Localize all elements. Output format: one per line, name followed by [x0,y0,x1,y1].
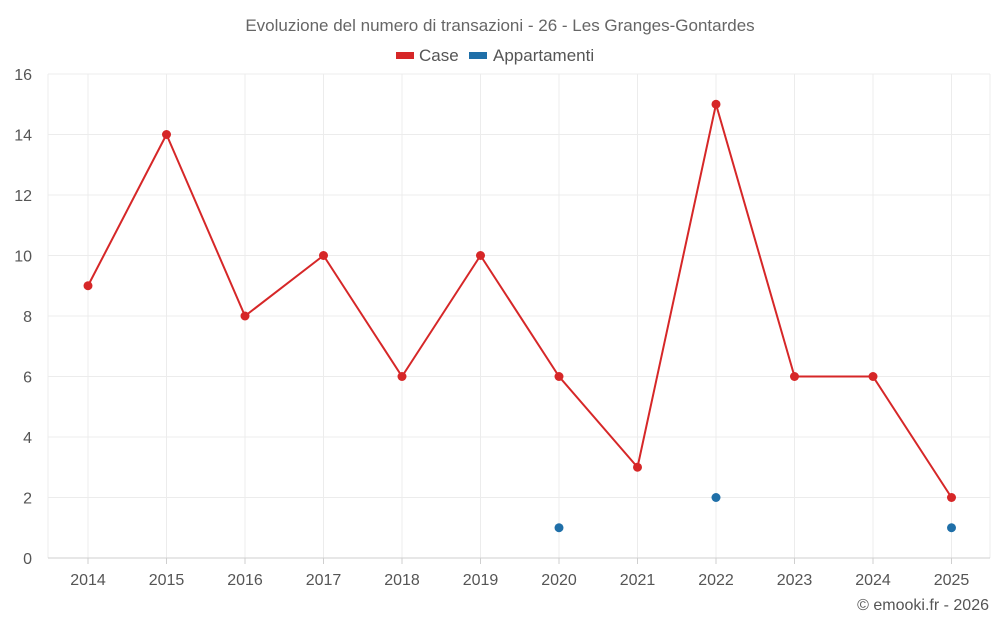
y-tick-label: 16 [14,67,32,84]
data-point-appartamenti-2025[interactable] [947,523,956,533]
y-tick-label: 12 [14,188,32,205]
y-tick-label: 0 [23,551,32,568]
y-tick-label: 8 [23,309,32,326]
y-axis-ticks: 0 2 4 6 8 10 12 14 16 [14,67,32,568]
data-point-case-2023[interactable] [790,372,799,381]
x-tick-label: 2020 [541,572,577,589]
x-axis-ticks: 2014 2015 2016 2017 2018 2019 2020 2021 2022 2023… [70,558,969,589]
data-point-case-2022[interactable] [711,99,721,109]
data-point-case-2024[interactable] [868,372,878,381]
legend-swatch-appartamenti [469,52,487,59]
legend-swatch-case [396,52,414,59]
data-point-case-2021[interactable] [633,462,642,472]
legend-item-appartamenti[interactable]: Appartamenti [469,46,594,65]
legend: Case Appartamenti [396,46,594,65]
credit-text: © emooki.fr - 2026 [857,597,989,614]
x-tick-label: 2015 [149,572,185,589]
data-point-case-2017[interactable] [319,251,328,260]
x-tick-label: 2014 [70,572,106,589]
y-tick-label: 2 [23,491,32,508]
y-tick-label: 10 [14,249,32,266]
x-tick-label: 2025 [934,572,970,589]
data-point-case-2018[interactable] [397,372,407,381]
legend-label-appartamenti: Appartamenti [493,46,594,65]
x-tick-label: 2019 [463,572,499,589]
data-point-case-2025[interactable] [947,493,956,502]
grid [47,73,991,558]
y-tick-label: 6 [23,370,32,387]
x-tick-label: 2018 [384,572,420,589]
series-appartamenti [554,493,956,533]
data-point-case-2020[interactable] [554,372,564,381]
series-layer [83,99,956,533]
data-point-appartamenti-2022[interactable] [711,493,721,502]
series-line-case [87,103,953,499]
series-case [83,99,956,502]
x-tick-label: 2021 [620,572,656,589]
legend-label-case: Case [419,46,459,65]
x-tick-label: 2022 [698,572,734,589]
x-tick-label: 2023 [777,572,813,589]
x-tick-label: 2024 [855,572,891,589]
data-point-appartamenti-2020[interactable] [554,523,564,533]
y-tick-label: 4 [23,430,32,447]
data-point-case-2015[interactable] [162,130,171,139]
x-tick-label: 2017 [306,572,342,589]
legend-item-case[interactable]: Case [396,46,459,65]
data-point-case-2014[interactable] [83,281,93,291]
data-point-case-2019[interactable] [476,251,485,260]
x-tick-label: 2016 [227,572,263,589]
data-point-case-2016[interactable] [240,311,250,321]
y-tick-label: 14 [14,128,32,145]
chart-title: Evoluzione del numero di transazioni - 2… [245,16,754,35]
